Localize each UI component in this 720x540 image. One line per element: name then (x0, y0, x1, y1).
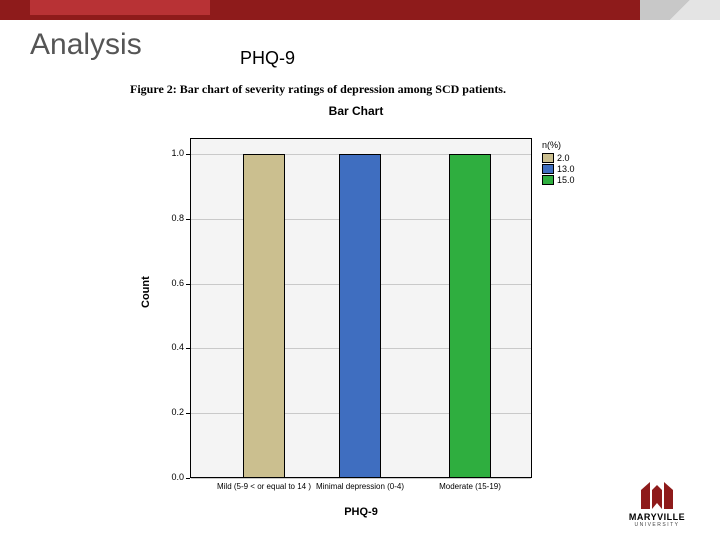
chart-ytick-mark (186, 478, 190, 479)
chart-legend-item: 13.0 (542, 164, 575, 174)
chart-legend-label: 15.0 (557, 175, 575, 185)
logo-text: MARYVILLE (612, 512, 702, 522)
chart-bar (449, 154, 491, 478)
chart-ytick-mark (186, 154, 190, 155)
chart-bar (243, 154, 285, 478)
chart-xtick-label: Moderate (15-19) (415, 482, 525, 491)
chart-ytick-label: 0.8 (162, 213, 184, 223)
chart-legend-title: n(%) (542, 140, 575, 150)
chart-legend-swatch (542, 153, 554, 163)
header-accent (30, 0, 210, 15)
chart-ytick-label: 0.6 (162, 278, 184, 288)
chart-legend-swatch (542, 175, 554, 185)
chart-ytick-mark (186, 219, 190, 220)
page-title: Analysis (30, 28, 142, 62)
chart-ytick-mark (186, 413, 190, 414)
chart-bar (339, 154, 381, 478)
logo-subtext: UNIVERSITY (612, 522, 702, 528)
chart-legend-label: 2.0 (557, 153, 570, 163)
slide: Analysis PHQ-9 Figure 2: Bar chart of se… (0, 0, 720, 540)
chart-ylabel: Count (140, 276, 152, 308)
figure-caption: Figure 2: Bar chart of severity ratings … (130, 82, 506, 97)
brand-logo: MARYVILLE UNIVERSITY (612, 482, 702, 528)
logo-mark-icon (640, 482, 674, 510)
header-corner (640, 0, 720, 20)
chart-container: Bar Chart 0.0 0.2 0.4 0.6 0.8 1.0 Mild (5-9 < … (130, 104, 590, 514)
chart-ytick-label: 0.4 (162, 342, 184, 352)
chart-ytick-mark (186, 284, 190, 285)
chart-plot-area: 0.0 0.2 0.4 0.6 0.8 1.0 Mild (5-9 < or equal t… (130, 118, 602, 528)
chart-xlabel: PHQ-9 (190, 506, 532, 518)
chart-legend-item: 15.0 (542, 175, 575, 185)
chart-legend-swatch (542, 164, 554, 174)
chart-legend-label: 13.0 (557, 164, 575, 174)
chart-legend-item: 2.0 (542, 153, 575, 163)
chart-xtick-label: Minimal depression (0-4) (305, 482, 415, 491)
chart-ytick-label: 0.2 (162, 407, 184, 417)
chart-gridline (191, 478, 531, 479)
chart-title: Bar Chart (155, 104, 557, 118)
chart-ytick-mark (186, 348, 190, 349)
chart-xtick-label: Mild (5-9 < or equal to 14 ) (209, 482, 319, 491)
chart-ytick-label: 1.0 (162, 148, 184, 158)
chart-ytick-label: 0.0 (162, 472, 184, 482)
page-subtitle: PHQ-9 (240, 48, 295, 69)
chart-legend: n(%) 2.013.015.0 (542, 140, 575, 186)
